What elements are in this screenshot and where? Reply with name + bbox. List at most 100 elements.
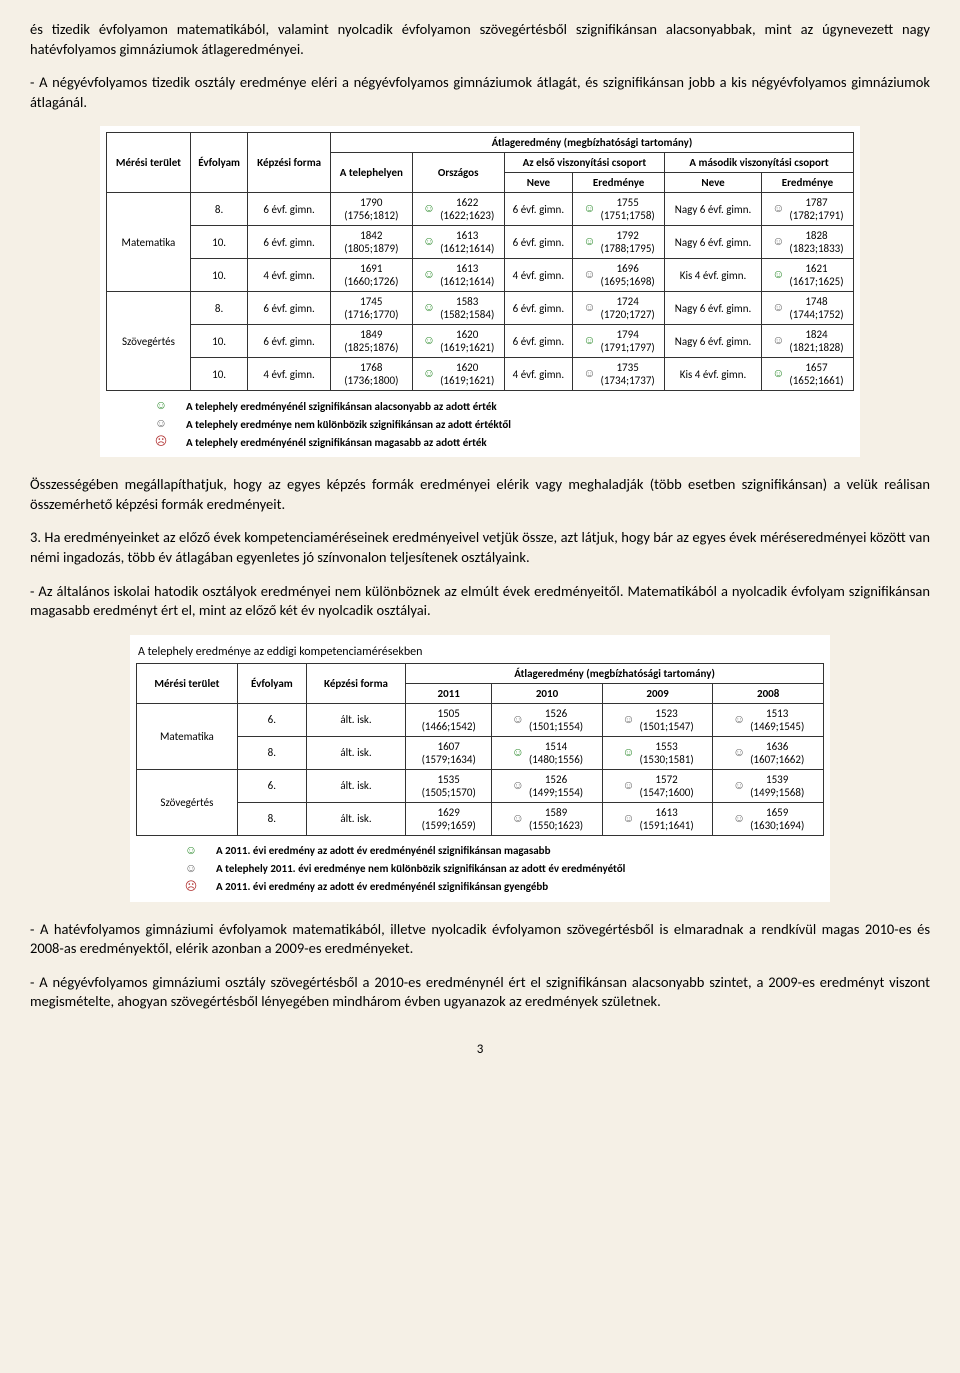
- legend2-green-text: A 2011. évi eredmény az adott év eredmén…: [206, 844, 550, 857]
- cell-orsz: ☺1620(1619;1621): [412, 325, 504, 358]
- cell-n2: Nagy 6 évf. gimn.: [665, 325, 762, 358]
- t1-h-masodik: A második viszonyítási csoport: [665, 153, 854, 173]
- cell-kf: ált. isk.: [306, 703, 405, 736]
- cell-area: Szövegértés: [137, 769, 238, 835]
- paragraph-3: Összességében megállapíthatjuk, hogy az …: [30, 475, 930, 514]
- face-green-icon: ☺: [422, 235, 436, 249]
- paragraph-5: - Az általános iskolai hatodik osztályok…: [30, 582, 930, 621]
- face-neutral-icon: ☺: [583, 301, 597, 315]
- cell-2009: ☺1613(1591;1641): [602, 802, 713, 835]
- face-neutral-icon: ☺: [771, 202, 785, 216]
- legend2-neutral-text: A telephely 2011. évi eredménye nem külö…: [206, 862, 625, 875]
- cell-e1: ☺1696(1695;1698): [573, 259, 665, 292]
- legend-red-text: A telephely eredményénél szignifikánsan …: [176, 436, 487, 449]
- t1-h-ered1: Eredménye: [573, 173, 665, 193]
- cell-evf: 10.: [190, 325, 247, 358]
- cell-evf: 8.: [237, 802, 306, 835]
- cell-area: Matematika: [137, 703, 238, 769]
- cell-n2: Kis 4 évf. gimn.: [665, 358, 762, 391]
- face-green-icon: ☺: [621, 746, 635, 760]
- table-row: Szövegértés8.6 évf. gimn.1745(1716;1770)…: [107, 292, 854, 325]
- smile-green-icon: ☺: [146, 399, 176, 413]
- face-neutral-icon: ☺: [771, 301, 785, 315]
- t2-h-kepzesi: Képzési forma: [306, 663, 405, 703]
- cell-kf: 4 évf. gimn.: [248, 259, 331, 292]
- legend-neutral-text: A telephely eredménye nem különbözik szi…: [176, 418, 511, 431]
- legend2-row-green: ☺ A 2011. évi eredmény az adott év eredm…: [136, 842, 824, 860]
- cell-kf: ált. isk.: [306, 769, 405, 802]
- legend2-row-red: ☹ A 2011. évi eredmény az adott év eredm…: [136, 878, 824, 896]
- cell-e2: ☺1748(1744;1752): [761, 292, 853, 325]
- cell-2011: 1629(1599;1659): [406, 802, 492, 835]
- table-row: 10.4 évf. gimn.1691(1660;1726)☺1613(1612…: [107, 259, 854, 292]
- cell-tel: 1768(1736;1800): [330, 358, 412, 391]
- face-neutral-icon: ☺: [511, 812, 525, 826]
- smile-red-icon: ☹: [176, 880, 206, 894]
- cell-2009: ☺1553(1530;1581): [602, 736, 713, 769]
- face-neutral-icon: ☺: [621, 779, 635, 793]
- cell-kf: 6 évf. gimn.: [248, 193, 331, 226]
- t1-h-neve1: Neve: [504, 173, 572, 193]
- cell-kf: 6 évf. gimn.: [248, 226, 331, 259]
- cell-e1: ☺1735(1734;1737): [573, 358, 665, 391]
- cell-kf: ált. isk.: [306, 736, 405, 769]
- cell-orsz: ☺1583(1582;1584): [412, 292, 504, 325]
- cell-n2: Nagy 6 évf. gimn.: [665, 292, 762, 325]
- cell-area: Matematika: [107, 193, 191, 292]
- cell-e1: ☺1724(1720;1727): [573, 292, 665, 325]
- t2-h-2011: 2011: [406, 683, 492, 703]
- cell-tel: 1842(1805;1879): [330, 226, 412, 259]
- face-green-icon: ☺: [771, 367, 785, 381]
- cell-n2: Kis 4 évf. gimn.: [665, 259, 762, 292]
- face-green-icon: ☺: [422, 367, 436, 381]
- face-neutral-icon: ☺: [511, 713, 525, 727]
- cell-2009: ☺1523(1501;1547): [602, 703, 713, 736]
- table-row: 10.4 évf. gimn.1768(1736;1800)☺1620(1619…: [107, 358, 854, 391]
- cell-tel: 1849(1825;1876): [330, 325, 412, 358]
- cell-evf: 8.: [237, 736, 306, 769]
- legend-row-red: ☹ A telephely eredményénél szignifikánsa…: [106, 433, 854, 451]
- table-row: Matematika6.ált. isk.1505(1466;1542)☺152…: [137, 703, 824, 736]
- cell-evf: 10.: [190, 358, 247, 391]
- cell-tel: 1745(1716;1770): [330, 292, 412, 325]
- smile-neutral-icon: ☺: [146, 417, 176, 431]
- face-green-icon: ☺: [422, 334, 436, 348]
- cell-evf: 8.: [190, 292, 247, 325]
- face-green-icon: ☺: [422, 268, 436, 282]
- paragraph-7: - A négyévfolyamos gimnáziumi osztály sz…: [30, 973, 930, 1012]
- cell-tel: 1691(1660;1726): [330, 259, 412, 292]
- table-2-legend: ☺ A 2011. évi eredmény az adott év eredm…: [136, 842, 824, 896]
- legend2-red-text: A 2011. évi eredmény az adott év eredmén…: [206, 880, 548, 893]
- paragraph-1: és tizedik évfolyamon matematikából, val…: [30, 20, 930, 59]
- face-neutral-icon: ☺: [583, 268, 597, 282]
- face-green-icon: ☺: [771, 268, 785, 282]
- cell-e1: ☺1794(1791;1797): [573, 325, 665, 358]
- cell-2008: ☺1659(1630;1694): [713, 802, 824, 835]
- table-row: 10.6 évf. gimn.1849(1825;1876)☺1620(1619…: [107, 325, 854, 358]
- table-1-wrap: Mérési terület Évfolyam Képzési forma Át…: [100, 126, 860, 457]
- t1-h-meresi: Mérési terület: [107, 133, 191, 193]
- face-green-icon: ☺: [422, 301, 436, 315]
- cell-n2: Nagy 6 évf. gimn.: [665, 226, 762, 259]
- smile-neutral-icon: ☺: [176, 862, 206, 876]
- cell-e2: ☺1787(1782;1791): [761, 193, 853, 226]
- cell-n1: 6 évf. gimn.: [504, 193, 572, 226]
- face-neutral-icon: ☺: [511, 779, 525, 793]
- cell-n1: 4 évf. gimn.: [504, 358, 572, 391]
- cell-2008: ☺1539(1499;1568): [713, 769, 824, 802]
- cell-2010: ☺1589(1550;1623): [492, 802, 603, 835]
- t2-h-2008: 2008: [713, 683, 824, 703]
- face-neutral-icon: ☺: [583, 367, 597, 381]
- cell-e2: ☺1828(1823;1833): [761, 226, 853, 259]
- cell-orsz: ☺1613(1612;1614): [412, 226, 504, 259]
- cell-tel: 1790(1756;1812): [330, 193, 412, 226]
- table-1: Mérési terület Évfolyam Képzési forma Át…: [106, 132, 854, 391]
- table-row: 8.ált. isk.1607(1579;1634)☺1514(1480;155…: [137, 736, 824, 769]
- table-row: Szövegértés6.ált. isk.1535(1505;1570)☺15…: [137, 769, 824, 802]
- paragraph-2: - A négyévfolyamos tizedik osztály eredm…: [30, 73, 930, 112]
- cell-kf: 4 évf. gimn.: [248, 358, 331, 391]
- legend-row-green: ☺ A telephely eredményénél szignifikánsa…: [106, 397, 854, 415]
- cell-evf: 8.: [190, 193, 247, 226]
- t2-h-meresi: Mérési terület: [137, 663, 238, 703]
- table-row: 8.ált. isk.1629(1599;1659)☺1589(1550;162…: [137, 802, 824, 835]
